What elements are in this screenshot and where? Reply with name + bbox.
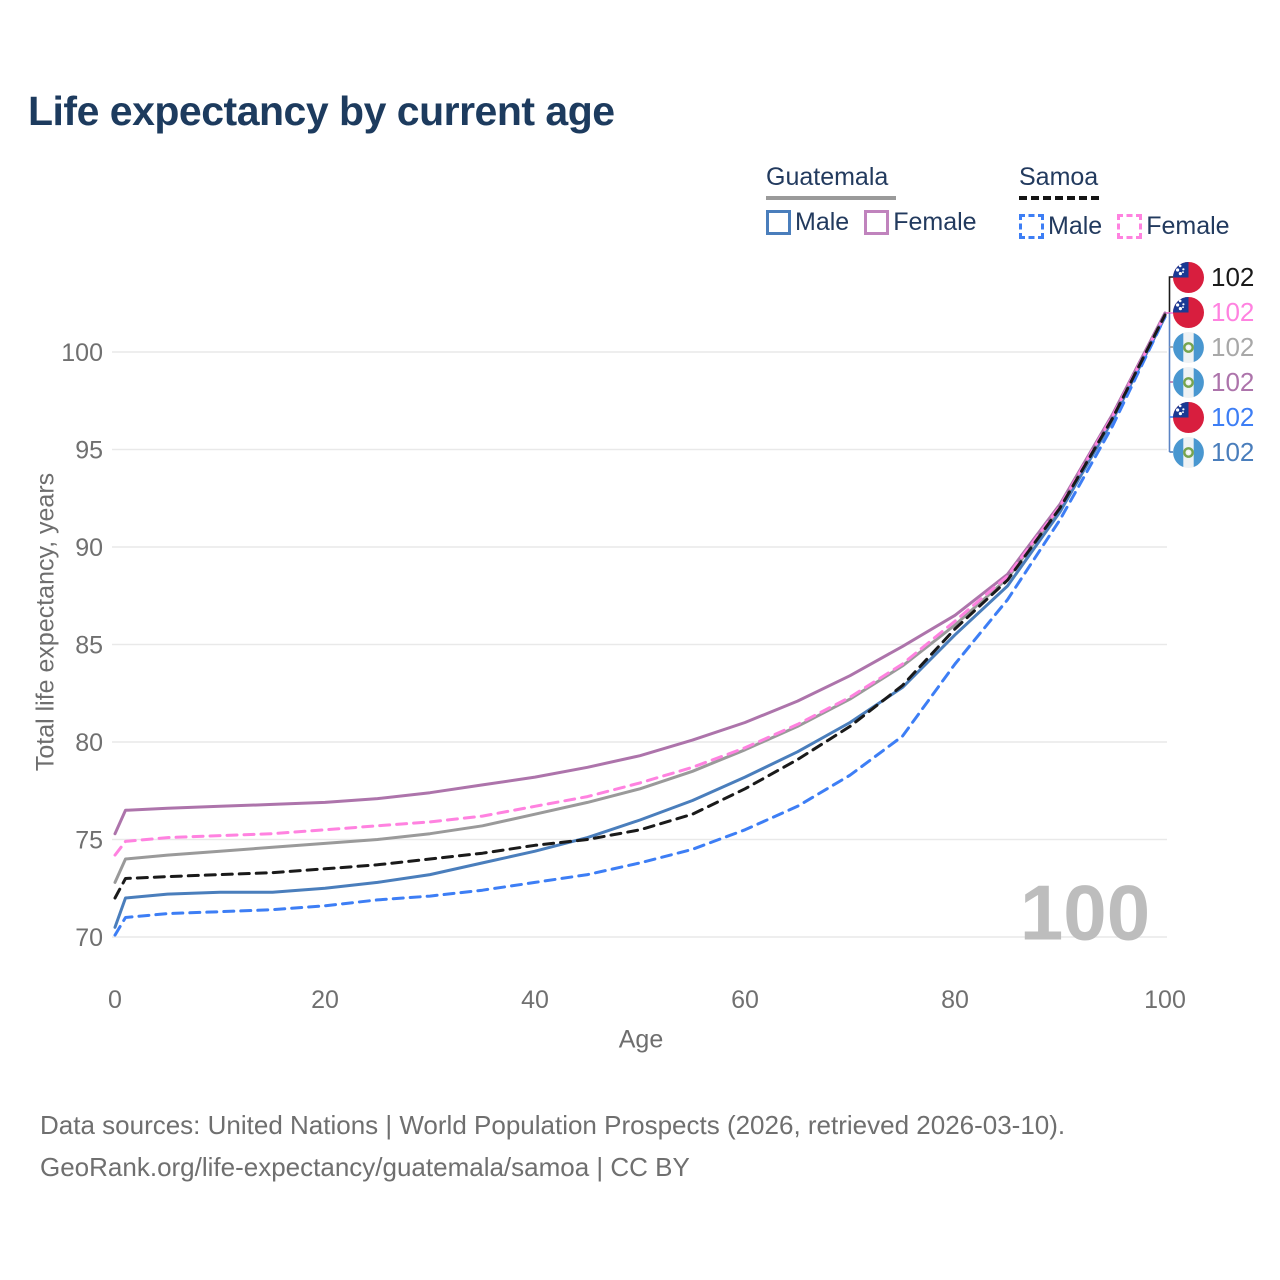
- footer-line-attribution: GeoRank.org/life-expectancy/guatemala/sa…: [40, 1152, 690, 1182]
- legend-items-guatemala: Male Female: [766, 208, 977, 237]
- end-label-guatemala-female: 102: [1173, 365, 1254, 400]
- y-tick-70: 70: [75, 924, 103, 952]
- end-label-guatemala-male: 102: [1173, 435, 1254, 470]
- x-tick-0: 0: [108, 986, 122, 1014]
- connector-samoa-all: [1166, 276, 1173, 314]
- legend-label-guatemala-male[interactable]: Male: [795, 208, 850, 236]
- y-tick-85: 85: [75, 632, 103, 660]
- end-label-value-samoa-all: 102: [1211, 262, 1255, 292]
- legend-group-title-guatemala: Guatemala: [766, 163, 889, 191]
- series-line-guatemala-male: [113, 315, 1167, 929]
- end-label-value-samoa-male: 102: [1211, 402, 1255, 432]
- page-title: Life expectancy by current age: [28, 88, 615, 134]
- legend-swatch-samoa-female[interactable]: [1117, 214, 1143, 239]
- samoa-flag-icon: [1173, 297, 1204, 328]
- series-line-guatemala-all: [113, 313, 1167, 884]
- legend-underline-guatemala: [766, 196, 896, 200]
- watermark-age-indicator: 100: [1019, 868, 1151, 957]
- end-label-samoa-female: 102: [1173, 295, 1254, 330]
- x-axis-label: Age: [618, 1025, 664, 1054]
- legend-group-title-samoa: Samoa: [1019, 163, 1099, 191]
- samoa-flag-icon: [1173, 262, 1204, 293]
- legend-label-samoa-male[interactable]: Male: [1048, 212, 1103, 240]
- series-line-samoa-all: [113, 313, 1167, 900]
- guatemala-flag-icon: [1173, 437, 1204, 468]
- end-label-guatemala-all: 102: [1173, 330, 1254, 365]
- legend-group-samoa: Samoa Male Female: [1019, 163, 1230, 241]
- y-tick-95: 95: [75, 437, 103, 465]
- y-tick-75: 75: [75, 827, 103, 855]
- end-label-value-guatemala-male: 102: [1211, 437, 1255, 467]
- end-label-value-samoa-female: 102: [1211, 297, 1255, 327]
- end-label-connectors: [1166, 276, 1173, 453]
- x-tick-60: 60: [731, 986, 759, 1014]
- legend-group-guatemala: Guatemala Male Female: [766, 163, 977, 237]
- x-tick-40: 40: [521, 986, 549, 1014]
- end-label-value-guatemala-all: 102: [1211, 332, 1255, 362]
- guatemala-flag-icon: [1173, 332, 1204, 363]
- end-label-samoa-male: 102: [1173, 400, 1254, 435]
- series-lines: [113, 311, 1167, 937]
- footer: Data sources: United Nations | World Pop…: [40, 1104, 1065, 1188]
- guatemala-flag-icon: [1173, 367, 1204, 398]
- series-line-guatemala-female: [113, 311, 1167, 836]
- gridlines: [112, 351, 1167, 938]
- y-axis-label: Total life expectancy, years: [31, 472, 60, 772]
- series-line-samoa-female: [113, 313, 1167, 857]
- legend-label-samoa-female[interactable]: Female: [1146, 212, 1230, 240]
- x-tick-100: 100: [1144, 986, 1186, 1014]
- y-tick-90: 90: [75, 534, 103, 562]
- end-label-samoa-all: 102: [1173, 260, 1254, 295]
- legend-swatch-samoa-male[interactable]: [1019, 214, 1044, 239]
- x-tick-80: 80: [941, 986, 969, 1014]
- y-axis-tick-labels: 70 75 80 85 90 95 100: [61, 339, 103, 952]
- legend-swatch-guatemala-female[interactable]: [864, 210, 890, 235]
- y-tick-100: 100: [61, 339, 103, 367]
- x-tick-20: 20: [311, 986, 339, 1014]
- legend-swatch-guatemala-male[interactable]: [766, 210, 791, 235]
- legend-label-guatemala-female[interactable]: Female: [893, 208, 977, 236]
- end-label-value-guatemala-female: 102: [1211, 367, 1255, 397]
- end-labels: 102 102 102 102 102 102: [1173, 260, 1254, 470]
- legend-underline-samoa: [1019, 196, 1099, 204]
- y-tick-80: 80: [75, 729, 103, 757]
- x-axis-tick-labels: 0 20 40 60 80 100: [108, 986, 1186, 1014]
- footer-line-sources: Data sources: United Nations | World Pop…: [40, 1110, 1066, 1140]
- samoa-flag-icon: [1173, 402, 1204, 433]
- series-line-samoa-male: [113, 315, 1167, 937]
- legend-items-samoa: Male Female: [1019, 212, 1230, 241]
